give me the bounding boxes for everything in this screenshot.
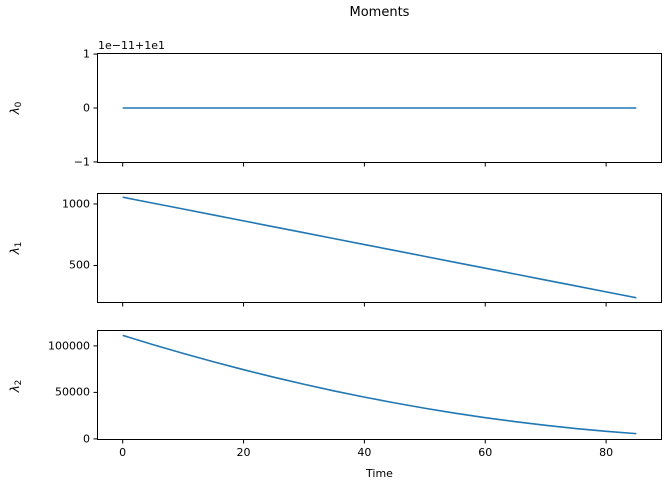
y-tick-label: 50000 — [55, 385, 90, 399]
y-axis-label-lambda0: λ0 — [8, 102, 24, 115]
x-tick-label: 0 — [119, 446, 127, 459]
ylabel-base: λ — [8, 107, 22, 115]
plot-canvas-lambda1 — [93, 193, 662, 307]
plot-canvas-lambda2 — [93, 330, 662, 444]
ylabel-subscript: 1 — [14, 241, 24, 248]
subplot-lambda1-axes: 1000 500 — [62, 193, 662, 307]
series-line-lambda1 — [122, 196, 637, 299]
axes-spines — [97, 330, 662, 440]
y-tick-label: 1000 — [62, 197, 90, 211]
y-tick-label: 500 — [69, 258, 90, 272]
x-tick-label: 80 — [599, 446, 614, 459]
ylabel-subscript: 0 — [14, 101, 24, 108]
figure-title: Moments — [349, 5, 410, 20]
y-axis-label-lambda1: λ1 — [8, 242, 24, 255]
x-tick-label: 60 — [478, 446, 493, 459]
plot-canvas-lambda0 — [93, 53, 662, 167]
y-tick-label: −1 — [73, 155, 90, 169]
subplot-lambda2-axes: 100000 50000 0 0 20 40 60 80 — [48, 330, 662, 458]
y-tick-label: 0 — [83, 432, 90, 446]
x-tick-label: 40 — [357, 446, 372, 459]
series-line-lambda2 — [122, 334, 637, 435]
ylabel-subscript: 2 — [14, 379, 24, 386]
x-tick-label: 20 — [236, 446, 251, 459]
y-tick-label: 100000 — [48, 339, 90, 353]
ylabel-base: λ — [8, 247, 22, 255]
y-tick-label: 0 — [83, 101, 90, 115]
axes-spines — [97, 193, 662, 303]
y-axis-offset-text: 1e−11+1e1 — [98, 39, 165, 52]
subplot-lambda0-axes: 1 0 −1 — [74, 49, 662, 167]
ylabel-base: λ — [8, 385, 22, 393]
axes-spines — [97, 53, 662, 163]
y-axis-label-lambda2: λ2 — [8, 380, 24, 393]
y-tick-label: 1 — [83, 47, 90, 61]
x-axis-label: Time — [366, 467, 393, 480]
